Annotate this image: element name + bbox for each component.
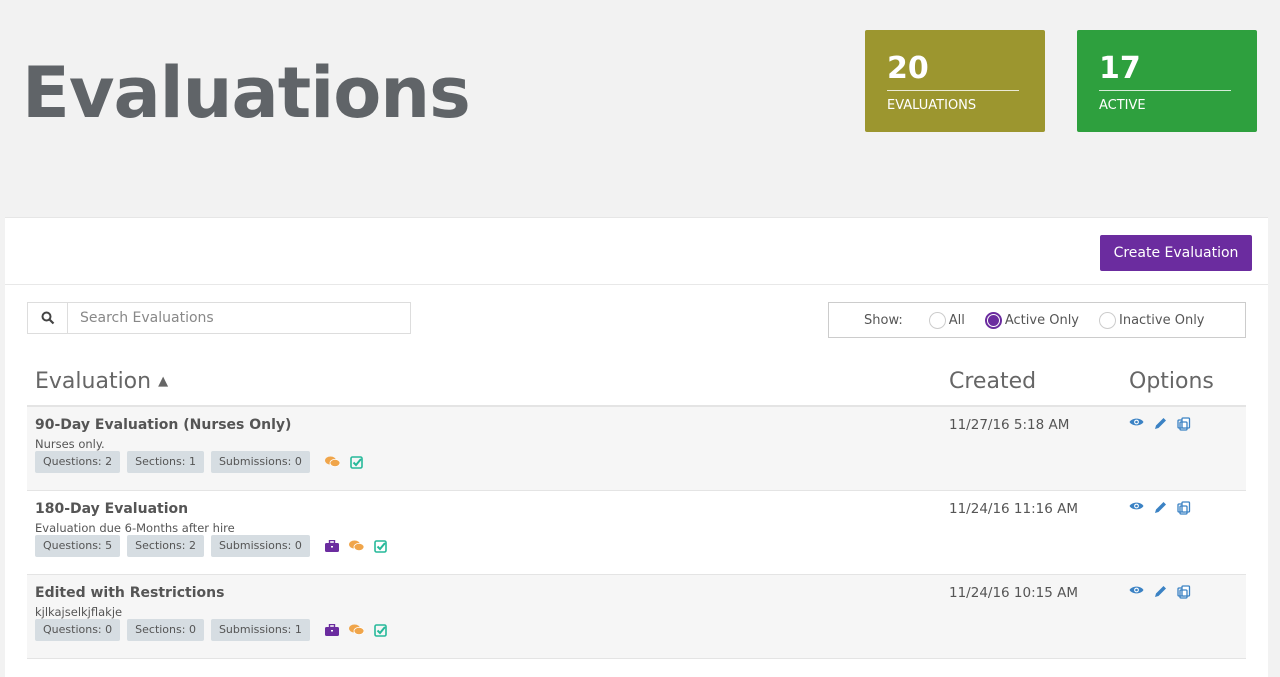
evaluation-tags: Questions: 5 Sections: 2 Submissions: 0 — [35, 535, 387, 557]
view-eye-icon[interactable] — [1129, 585, 1144, 595]
filter-label: Show: — [864, 312, 903, 328]
questions-badge: Questions: 2 — [35, 451, 121, 473]
radio-circle-selected[interactable] — [984, 311, 1002, 329]
copy-icon[interactable] — [1177, 585, 1191, 599]
view-eye-icon[interactable] — [1129, 417, 1144, 427]
status-filter: Show: All Active Only Inactive Only — [828, 302, 1246, 338]
evaluation-description: kjlkajselkjflakje — [35, 605, 123, 619]
copy-icon[interactable] — [1177, 501, 1191, 515]
edit-pencil-icon[interactable] — [1154, 501, 1167, 514]
stat-evaluations: 20 EVALUATIONS — [865, 30, 1045, 132]
comments-icon — [348, 624, 364, 635]
stat-label: EVALUATIONS — [887, 98, 977, 113]
stat-label: ACTIVE — [1099, 98, 1146, 113]
sort-up-icon: ▲ — [158, 374, 169, 389]
evaluation-description: Evaluation due 6-Months after hire — [35, 521, 235, 535]
radio-label: Inactive Only — [1119, 312, 1205, 328]
evaluations-panel: Create Evaluation Show: All Active Only … — [5, 217, 1268, 677]
column-created[interactable]: Created — [949, 369, 1037, 394]
stat-value: 17 — [1099, 52, 1231, 91]
check-square-icon — [374, 623, 387, 637]
comments-icon — [348, 540, 364, 551]
panel-toolbar: Create Evaluation — [5, 218, 1268, 285]
evaluation-tags: Questions: 0 Sections: 0 Submissions: 1 — [35, 619, 387, 641]
row-options — [1129, 501, 1191, 515]
page-title: Evaluations — [22, 52, 471, 134]
evaluation-description: Nurses only. — [35, 437, 105, 451]
radio-label: All — [948, 312, 965, 328]
table-header: Evaluation ▲ Created Options — [27, 358, 1246, 407]
comments-icon — [324, 456, 340, 467]
filter-inactive-radio[interactable]: Inactive Only — [1099, 311, 1205, 329]
view-eye-icon[interactable] — [1129, 501, 1144, 511]
evaluation-name[interactable]: 90-Day Evaluation (Nurses Only) — [35, 417, 292, 433]
edit-pencil-icon[interactable] — [1154, 585, 1167, 598]
check-square-icon — [350, 455, 363, 469]
status-icons — [324, 455, 363, 469]
briefcase-icon — [324, 539, 339, 552]
evaluation-name[interactable]: 180-Day Evaluation — [35, 501, 189, 517]
search-box — [27, 302, 411, 334]
create-evaluation-button[interactable]: Create Evaluation — [1100, 235, 1252, 271]
column-options: Options — [1129, 369, 1214, 394]
row-options — [1129, 585, 1191, 599]
radio-circle[interactable] — [928, 311, 946, 329]
stat-value: 20 — [887, 52, 1019, 91]
stat-active: 17 ACTIVE — [1077, 30, 1257, 132]
check-square-icon — [374, 539, 387, 553]
submissions-badge: Submissions: 0 — [210, 535, 310, 557]
row-options — [1129, 417, 1191, 431]
questions-badge: Questions: 0 — [35, 619, 121, 641]
filter-all-radio[interactable]: All — [928, 311, 965, 329]
search-input[interactable] — [68, 303, 410, 333]
radio-circle[interactable] — [1099, 311, 1116, 329]
submissions-badge: Submissions: 1 — [210, 619, 310, 641]
created-date: 11/24/16 11:16 AM — [949, 501, 1079, 517]
sections-badge: Sections: 1 — [127, 451, 204, 473]
copy-icon[interactable] — [1177, 417, 1191, 431]
table-row: 90-Day Evaluation (Nurses Only) Nurses o… — [27, 407, 1246, 491]
questions-badge: Questions: 5 — [35, 535, 121, 557]
search-icon[interactable] — [28, 303, 68, 333]
table-row: Edited with Restrictions kjlkajselkjflak… — [27, 575, 1246, 659]
created-date: 11/24/16 10:15 AM — [949, 585, 1079, 601]
edit-pencil-icon[interactable] — [1154, 417, 1167, 430]
evaluation-name[interactable]: Edited with Restrictions — [35, 585, 225, 601]
submissions-badge: Submissions: 0 — [210, 451, 310, 473]
evaluation-tags: Questions: 2 Sections: 1 Submissions: 0 — [35, 451, 363, 473]
table-row: 180-Day Evaluation Evaluation due 6-Mont… — [27, 491, 1246, 575]
column-evaluation[interactable]: Evaluation ▲ — [35, 369, 168, 394]
status-icons — [324, 623, 387, 637]
status-icons — [324, 539, 387, 553]
sections-badge: Sections: 2 — [127, 535, 204, 557]
created-date: 11/27/16 5:18 AM — [949, 417, 1070, 433]
column-label: Evaluation — [35, 369, 152, 394]
filter-active-radio[interactable]: Active Only — [984, 311, 1079, 329]
sections-badge: Sections: 0 — [127, 619, 204, 641]
radio-label: Active Only — [1004, 312, 1079, 328]
briefcase-icon — [324, 623, 339, 636]
